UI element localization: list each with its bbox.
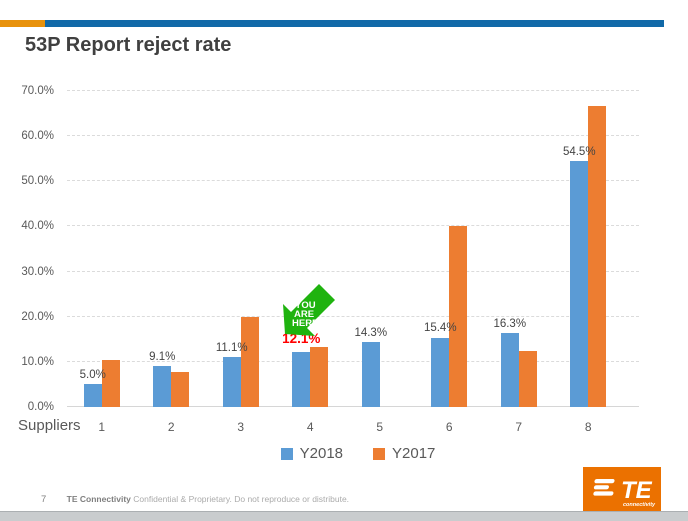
accent-bar-orange-segment (0, 20, 45, 27)
bar-pair (431, 226, 468, 407)
bar-pair (222, 316, 259, 407)
slide-title: 53P Report reject rate (25, 34, 232, 56)
slide-accent-bar (0, 20, 664, 27)
legend-swatch-y2017 (373, 447, 385, 460)
bar-pair (153, 365, 190, 407)
page-number: 7 (41, 494, 47, 505)
footer-company-name: TE Connectivity (66, 494, 131, 504)
y-tick-label: 50.0% (21, 175, 54, 188)
bar-y2018-supplier-2 (153, 365, 172, 407)
bar-y2017-supplier-7 (518, 351, 537, 407)
x-axis-line (67, 406, 639, 407)
x-tick-label-supplier-4: 4 (306, 420, 314, 434)
you-are-here-arrow: YOU ARE HERE. (275, 284, 337, 340)
footer-confidential-text: Confidential & Proprietary. Do not repro… (133, 494, 350, 504)
chart-legend: Y2018 Y2017 (14, 445, 688, 462)
legend-item-y2017: Y2017 (373, 445, 435, 462)
bar-group-supplier-2: 9.1% 2 (137, 91, 207, 434)
bar-y2017-supplier-1 (101, 360, 120, 407)
data-label-supplier-3: 11.1% (215, 341, 248, 354)
bar-group-supplier-1: 5.0% 1 (67, 91, 137, 434)
x-tick-label-supplier-2: 2 (167, 420, 175, 434)
bar-y2018-supplier-8 (570, 161, 589, 407)
data-label-supplier-8: 54.5% (562, 145, 596, 158)
accent-bar-blue-segment (45, 20, 664, 27)
bar-y2017-supplier-2 (171, 371, 190, 407)
x-tick-label-supplier-1: 1 (98, 420, 106, 434)
bar-y2018-supplier-6 (431, 337, 450, 407)
y-tick-label: 40.0% (21, 220, 54, 233)
x-axis-title: Suppliers (18, 417, 81, 434)
bar-group-supplier-6: 15.4% 6 (415, 91, 485, 434)
bar-pair (570, 105, 607, 407)
gridline-70 (67, 90, 639, 91)
data-label-supplier-1: 5.0% (79, 369, 106, 382)
bar-group-supplier-3: 11.1% 3 (206, 91, 276, 434)
bar-y2018-supplier-1 (83, 384, 102, 407)
gridline-30 (67, 270, 639, 272)
svg-text:HERE.: HERE. (292, 318, 321, 329)
x-tick-label-supplier-5: 5 (376, 420, 384, 434)
data-label-supplier-6: 15.4% (423, 322, 457, 335)
te-connectivity-logo: TE connectivity (583, 467, 661, 512)
bar-group-supplier-5: 14.3% 5 (345, 91, 415, 434)
bar-y2017-supplier-8 (588, 105, 607, 407)
y-tick-label: 70.0% (21, 85, 54, 97)
bar-group-supplier-8: 54.5% 8 (554, 91, 624, 434)
te-logo-subtext: connectivity (623, 502, 656, 508)
y-tick-label: 20.0% (21, 310, 54, 323)
bar-pair (361, 342, 398, 407)
gridline-10 (67, 360, 639, 362)
y-axis-tick-labels: 0.0% 10.0% 20.0% 30.0% 40.0% 50.0% 60.0% 70.0% (0, 85, 62, 413)
bar-y2018-supplier-3 (222, 356, 241, 407)
bar-y2018-supplier-7 (500, 333, 519, 407)
bar-y2017-supplier-3 (240, 316, 259, 407)
y-tick-label: 30.0% (21, 265, 54, 278)
gridline-60 (67, 135, 639, 137)
window-bottom-edge (0, 511, 688, 521)
x-tick-label-supplier-7: 7 (515, 420, 523, 434)
bar-group-supplier-7: 16.3% 7 (484, 91, 554, 434)
svg-text:ARE: ARE (294, 309, 314, 320)
gridline-20 (67, 315, 639, 317)
gridline-40 (67, 225, 639, 227)
data-label-supplier-5: 14.3% (354, 327, 388, 340)
bar-pair (292, 347, 329, 407)
svg-text:YOU: YOU (295, 300, 316, 311)
bar-chart-plot-area: 5.0% 1 9.1% 2 11.1% 3 12.1% 4 YOU ARE HERE. 14.3% 5 1… (67, 90, 639, 434)
bar-y2017-supplier-4 (310, 347, 329, 407)
legend-label: Y2017 (392, 445, 436, 462)
te-logo-graphic: TE connectivity (583, 467, 661, 512)
bar-y2018-supplier-4 (292, 352, 311, 407)
bar-pair (83, 360, 120, 407)
x-tick-label-supplier-3: 3 (237, 420, 245, 434)
x-tick-label-supplier-8: 8 (584, 420, 592, 434)
slide-footer: 7 TE Connectivity Confidential & Proprie… (41, 494, 349, 505)
x-tick-label-supplier-6: 6 (445, 420, 453, 434)
te-logo-text: TE (621, 477, 653, 504)
y-tick-label: 10.0% (21, 355, 54, 368)
bar-y2018-supplier-5 (361, 342, 380, 407)
bar-y2017-supplier-6 (449, 226, 468, 407)
data-label-supplier-2: 9.1% (149, 350, 176, 363)
legend-swatch-y2018 (280, 447, 293, 460)
y-tick-label: 60.0% (21, 130, 54, 143)
bar-group-supplier-4: 12.1% 4 YOU ARE HERE. (275, 91, 346, 434)
legend-label: Y2018 (299, 445, 343, 462)
y-tick-label: 0.0% (27, 401, 54, 413)
bar-pair (500, 333, 537, 407)
data-label-supplier-7: 16.3% (493, 318, 527, 331)
gridline-50 (67, 180, 639, 182)
legend-item-y2018: Y2018 (280, 445, 343, 462)
